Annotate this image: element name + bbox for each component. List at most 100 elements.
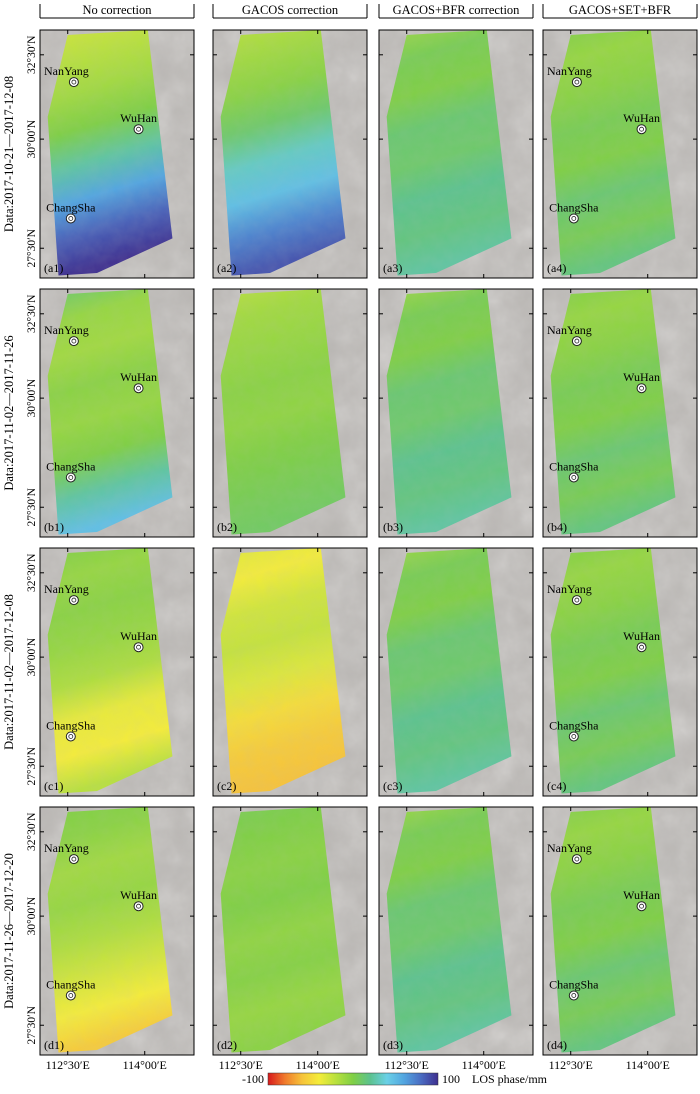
map-panel: (a2)	[212, 29, 368, 279]
swath-texture	[550, 30, 676, 276]
panel-label: (c2)	[217, 779, 236, 793]
city-label: ChangSha	[549, 459, 599, 473]
city-label: WuHan	[623, 629, 660, 643]
swath-texture	[220, 807, 346, 1053]
city-marker-inner	[574, 338, 580, 344]
map-panel: 32°30′N 30°00′N 27°30′N NanYang WuHan ChangSh…	[26, 806, 195, 1056]
city-label: ChangSha	[549, 977, 599, 991]
panel-label: (a3)	[383, 261, 402, 275]
map-panel: 32°30′N 30°00′N 27°30′N NanYang WuHan ChangSh…	[26, 288, 195, 538]
city-marker-inner	[68, 734, 74, 739]
city-label: ChangSha	[46, 718, 96, 732]
city-label: NanYang	[44, 64, 89, 78]
city-label: ChangSha	[46, 200, 96, 214]
panel-frame	[212, 29, 368, 279]
lat-tick-label: 30°00′N	[26, 637, 38, 676]
swath-texture	[220, 548, 346, 794]
lon-tick-label: 114°00′E	[462, 1058, 506, 1072]
city-marker-inner	[574, 856, 580, 862]
city-marker-icon	[636, 383, 647, 394]
swath-texture	[47, 30, 173, 276]
map-panel: (a3)	[378, 29, 534, 279]
panel-frame	[39, 547, 195, 797]
panel-frame	[542, 29, 698, 279]
lat-tick-label: 32°30′N	[26, 553, 38, 592]
city-label: ChangSha	[549, 718, 599, 732]
city-marker-icon	[571, 77, 582, 88]
swath-texture	[220, 289, 346, 535]
panel-frame	[39, 806, 195, 1056]
colorbar-max-label: 100	[442, 1072, 460, 1086]
city-marker-inner	[136, 126, 141, 132]
city-label: WuHan	[120, 629, 157, 643]
map-panel: (b3)	[378, 288, 534, 538]
swath-texture	[47, 807, 173, 1053]
map-panel: NanYang WuHan ChangSha (d4)	[542, 806, 698, 1056]
city-marker-inner	[571, 216, 577, 221]
city-label: NanYang	[547, 841, 592, 855]
panel-frame	[542, 547, 698, 797]
lon-tick-label: 112°30′E	[549, 1058, 593, 1072]
city-label: NanYang	[547, 582, 592, 596]
panel-label: (c1)	[44, 779, 63, 793]
city-marker-inner	[136, 644, 141, 650]
panel-label: (c4)	[547, 779, 566, 793]
lon-tick-label: 112°30′E	[219, 1058, 263, 1072]
panel-grid: 32°30′N 30°00′N 27°30′N NanYang WuHan ChangSh…	[26, 29, 698, 1056]
panel-label: (a1)	[44, 261, 63, 275]
colorbar-unit-label: LOS phase/mm	[472, 1072, 548, 1086]
city-marker-inner	[571, 475, 577, 480]
city-marker-inner	[639, 385, 644, 391]
swath-texture	[550, 289, 676, 535]
city-marker-icon	[68, 77, 79, 88]
panel-label: (b4)	[547, 520, 567, 534]
row-date-label: Data:2017-11-02—2017-12-08	[2, 594, 16, 750]
panel-label: (d3)	[383, 1038, 403, 1052]
colorbar: -100 100 LOS phase/mm	[242, 1072, 548, 1086]
column-title: GACOS+SET+BFR	[569, 3, 672, 17]
row-date-label: Data:2017-10-21—2017-12-08	[2, 76, 16, 232]
city-marker-inner	[136, 385, 141, 391]
swath-texture	[386, 548, 512, 794]
row-date-label: Data:2017-11-26—2017-12-20	[2, 853, 16, 1009]
swath-texture	[220, 30, 346, 276]
city-marker-icon	[568, 731, 579, 742]
city-marker-icon	[571, 595, 582, 606]
map-panel: NanYang WuHan ChangSha (a4)	[542, 29, 698, 279]
column-title: GACOS+BFR correction	[393, 3, 521, 17]
city-marker-inner	[571, 993, 577, 998]
city-marker-icon	[65, 472, 76, 483]
lon-tick-label: 114°00′E	[123, 1058, 167, 1072]
panel-frame	[378, 806, 534, 1056]
city-marker-icon	[68, 595, 79, 606]
panel-label: (b3)	[383, 520, 403, 534]
map-panel: (d2)	[212, 806, 368, 1056]
panel-frame	[378, 29, 534, 279]
city-marker-inner	[136, 903, 141, 909]
city-marker-inner	[68, 993, 74, 998]
city-marker-inner	[71, 597, 77, 603]
city-label: NanYang	[547, 64, 592, 78]
panel-frame	[542, 288, 698, 538]
map-panel: 32°30′N 30°00′N 27°30′N NanYang WuHan ChangSh…	[26, 29, 195, 279]
panel-label: (d2)	[217, 1038, 237, 1052]
city-marker-icon	[133, 383, 144, 394]
lat-tick-label: 30°00′N	[26, 378, 38, 417]
map-panel: NanYang WuHan ChangSha (b4)	[542, 288, 698, 538]
city-marker-icon	[636, 642, 647, 653]
panel-label: (c3)	[383, 779, 402, 793]
map-panel: NanYang WuHan ChangSha (c4)	[542, 547, 698, 797]
panel-frame	[39, 288, 195, 538]
row-date-label: Data:2017-11-02—2017-11-26	[2, 335, 16, 490]
city-label: ChangSha	[549, 200, 599, 214]
city-marker-icon	[571, 854, 582, 865]
swath-texture	[386, 807, 512, 1053]
city-marker-icon	[68, 336, 79, 347]
swath-texture	[550, 807, 676, 1053]
city-label: NanYang	[44, 582, 89, 596]
map-panel: (c3)	[378, 547, 534, 797]
swath-texture	[47, 548, 173, 794]
city-marker-icon	[65, 731, 76, 742]
lon-tick-label: 112°30′E	[385, 1058, 429, 1072]
